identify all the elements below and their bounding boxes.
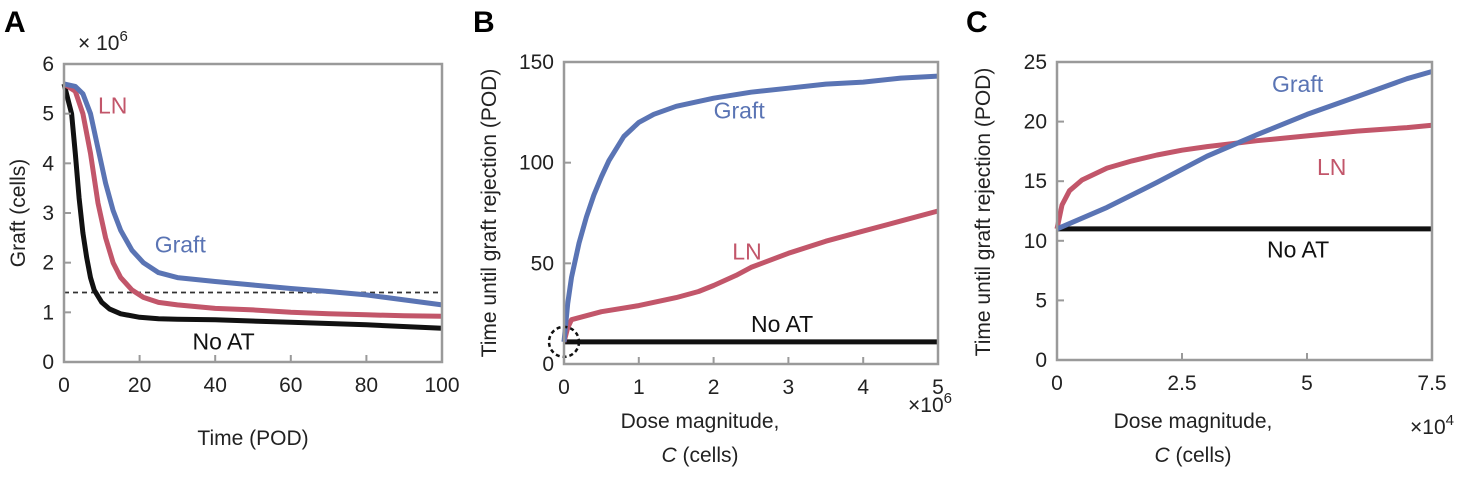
panel-c-y-tick-label: 10 [1024,230,1047,253]
panel-c-x-label-line2: C (cells) [1154,444,1231,467]
panel-b-series-graft [561,73,939,343]
panel-a-label-no-at: No AT [193,329,255,355]
panel-b-frame [562,60,940,366]
panel-c-y-tick-label: 15 [1024,170,1047,193]
panel-b-x-label-line1: Dose magnitude, [621,410,780,433]
panel-c-x-ticks: 0 2.5 5 7.5 [1051,353,1447,395]
panel-c-label-ln: LN [1317,154,1346,180]
panel-a-y-multiplier: × 106 [78,28,128,55]
panel-a-y-tick-label: 0 [42,351,54,374]
panel-b-label-no-at: No AT [751,311,813,337]
panel-label-a: A [4,6,26,39]
panel-a-series-graft [63,81,443,308]
x-multiplier-base: ×10 [1410,416,1446,439]
panel-a-x-label: Time (POD) [197,427,308,450]
panel-b-x-multiplier: ×106 [908,390,952,417]
panel-c-series-graft [1056,69,1433,232]
x-label-variable: C [1154,444,1170,467]
y-multiplier-exponent: 6 [119,28,127,45]
panel-c-x-label-line1: Dose magnitude, [1114,410,1273,433]
panel-b-x-tick-label: 5 [932,376,944,399]
panel-a-x-tick-label: 40 [204,374,227,397]
panel-a-y-tick-label: 6 [42,53,54,76]
panel-c-y-label: Time until graft rejection (POD) [972,68,995,357]
panel-c-frame [1055,60,1434,362]
panel-b-y-label: Time until graft rejection (POD) [478,69,501,358]
panel-a-x-tick-label: 80 [355,374,378,397]
x-multiplier-base: ×10 [908,394,944,417]
panel-a-x-tick-label: 60 [279,374,302,397]
panel-c: Graft LN No AT 0 2.5 5 7.5 0 5 10 15 20 25 ×104 Do… [972,51,1454,467]
panel-a-series-no-at [61,83,443,331]
panel-a-x-ticks: 0 20 40 60 80 100 [58,355,460,397]
panel-c-x-tick-label: 2.5 [1167,372,1196,395]
panel-b-x-tick-label: 4 [857,376,869,399]
panel-b-x-ticks: 0 1 2 3 4 5 [558,357,944,399]
panel-a-y-tick-label: 3 [42,202,54,225]
panel-a-y-label: Graft (cells) [7,159,30,268]
x-label-unit: (cells) [677,444,739,467]
x-multiplier-exponent: 4 [1446,412,1454,429]
panel-b: Graft LN No AT 0 1 2 3 4 5 0 50 100 150 ×106 Dose … [478,51,952,467]
panel-b-y-tick-label: 100 [519,152,554,175]
panel-b-y-ticks: 0 50 100 150 [519,51,571,376]
panel-b-plot-area: Graft LN No AT [547,73,939,359]
panel-b-x-label-line2: C (cells) [661,444,738,467]
panel-c-x-tick-label: 7.5 [1417,372,1446,395]
panel-a-y-tick-label: 2 [42,252,54,275]
panel-a-x-tick-label: 100 [424,374,459,397]
panel-a-plot-area: LN Graft No AT [61,81,443,355]
panel-b-x-tick-label: 0 [558,376,570,399]
panel-c-x-multiplier: ×104 [1410,412,1454,439]
panel-c-label-graft: Graft [1272,71,1324,97]
panel-c-y-tick-label: 0 [1035,349,1047,372]
panel-a-y-tick-label: 1 [42,301,54,324]
panel-b-x-tick-label: 3 [783,376,795,399]
x-multiplier-exponent: 6 [944,390,952,407]
panel-c-label-no-at: No AT [1267,236,1329,262]
panel-b-label-ln: LN [732,238,761,264]
panel-c-x-tick-label: 5 [1301,372,1313,395]
panel-c-y-ticks: 0 5 10 15 20 25 [1024,51,1064,372]
panel-b-x-tick-label: 2 [708,376,720,399]
panel-a-y-tick-label: 4 [42,152,54,175]
x-label-variable: C [661,444,677,467]
panel-label-b: B [473,6,495,39]
panel-c-y-tick-label: 5 [1035,289,1047,312]
panel-c-y-tick-label: 25 [1024,51,1047,74]
panel-a-y-ticks: 0 1 2 3 4 5 6 [42,53,71,374]
panel-c-series-ln [1054,122,1433,230]
panel-b-label-graft: Graft [714,97,766,123]
panel-c-plot-area: Graft LN No AT [1054,69,1433,262]
panel-b-y-tick-label: 50 [531,252,554,275]
x-label-unit: (cells) [1170,444,1232,467]
panel-c-y-tick-label: 20 [1024,111,1047,134]
panel-a-label-graft: Graft [155,232,207,258]
panel-a-x-tick-label: 20 [128,374,151,397]
panel-a-x-tick-label: 0 [58,374,70,397]
panel-a-label-ln: LN [98,93,127,119]
panel-a-series-ln [62,81,443,319]
panel-a-y-tick-label: 5 [42,103,54,126]
panel-b-y-tick-label: 150 [519,51,554,74]
panel-label-c: C [966,6,988,39]
panel-c-x-tick-label: 0 [1051,372,1063,395]
panel-b-series-ln [561,208,939,343]
y-multiplier-base: × 10 [78,32,119,55]
panel-b-x-tick-label: 1 [633,376,645,399]
panel-b-y-tick-label: 0 [542,353,554,376]
